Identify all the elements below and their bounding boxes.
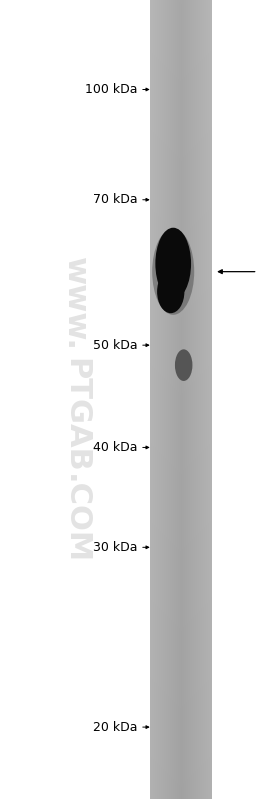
Ellipse shape <box>155 228 191 300</box>
Text: www.: www. <box>61 256 90 351</box>
Text: 30 kDa: 30 kDa <box>93 541 137 554</box>
Text: PTGAB: PTGAB <box>61 358 90 473</box>
Text: 40 kDa: 40 kDa <box>93 441 137 454</box>
Ellipse shape <box>152 229 194 315</box>
Text: 50 kDa: 50 kDa <box>93 339 137 352</box>
Text: 100 kDa: 100 kDa <box>85 83 137 96</box>
Ellipse shape <box>157 270 185 313</box>
Text: 70 kDa: 70 kDa <box>93 193 137 206</box>
Text: .COM: .COM <box>61 475 90 564</box>
Text: 20 kDa: 20 kDa <box>93 721 137 733</box>
Ellipse shape <box>175 349 192 381</box>
